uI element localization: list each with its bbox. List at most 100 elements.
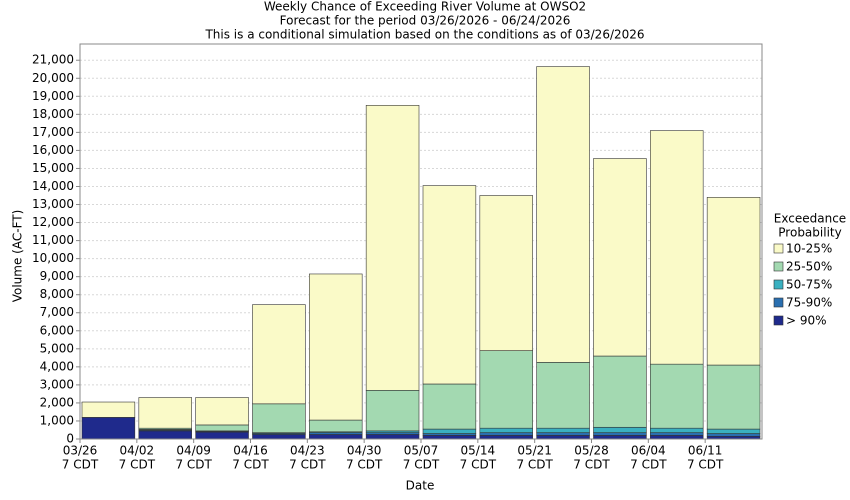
- x-tick-label: 03/26: [63, 444, 98, 458]
- legend-swatch: [773, 261, 784, 272]
- bar-segment: [650, 363, 704, 429]
- bar-segment: [706, 428, 761, 434]
- bar-segment: [650, 432, 704, 436]
- bar-segment: [706, 364, 761, 430]
- legend-title: Exceedance: [774, 212, 846, 226]
- x-axis-label: Date: [406, 479, 435, 493]
- x-tick-sublabel: 7 CDT: [630, 458, 667, 472]
- bar-segment: [309, 419, 363, 433]
- y-tick-label: 18,000: [32, 107, 74, 121]
- x-tick-label: 04/02: [120, 444, 155, 458]
- y-tick-label: 13,000: [32, 197, 74, 211]
- bar-segment: [252, 304, 306, 405]
- y-tick-label: 8,000: [40, 287, 74, 301]
- bar-segment: [252, 403, 306, 433]
- y-tick-label: 15,000: [32, 161, 74, 175]
- bar-segment: [422, 435, 477, 440]
- legend-swatch: [773, 315, 784, 326]
- bar-segment: [252, 434, 306, 440]
- y-tick-label: 16,000: [32, 143, 74, 157]
- y-tick-label: 1,000: [40, 413, 74, 427]
- y-tick-label: 4,000: [40, 359, 74, 373]
- y-tick-label: 20,000: [32, 71, 74, 85]
- x-tick-label: 05/07: [404, 444, 439, 458]
- x-tick-label: 05/28: [574, 444, 609, 458]
- bar-segment: [479, 435, 533, 440]
- x-tick-label: 06/04: [631, 444, 666, 458]
- x-tick-sublabel: 7 CDT: [62, 458, 99, 472]
- x-tick-sublabel: 7 CDT: [346, 458, 383, 472]
- y-tick-label: 21,000: [32, 53, 74, 67]
- y-axis-label: Volume (AC-FT): [11, 210, 25, 303]
- x-tick-sublabel: 7 CDT: [175, 458, 212, 472]
- bar-segment: [479, 195, 533, 351]
- bar-segment: [422, 428, 477, 434]
- bar-segment: [365, 434, 420, 440]
- bar-segment: [479, 350, 533, 429]
- y-tick-label: 7,000: [40, 305, 74, 319]
- legend-label: 10-25%: [786, 242, 832, 256]
- y-tick-label: 2,000: [40, 395, 74, 409]
- bar-segment: [593, 158, 647, 357]
- x-tick-label: 06/11: [688, 444, 723, 458]
- y-tick-label: 12,000: [32, 215, 74, 229]
- bar-segment: [593, 426, 647, 433]
- bar-segment: [195, 397, 249, 426]
- bar-segment: [536, 435, 590, 440]
- bar-segment: [309, 434, 363, 440]
- bar-segment: [479, 432, 533, 436]
- x-tick-sublabel: 7 CDT: [232, 458, 269, 472]
- legend-swatch: [773, 243, 784, 254]
- bar-segment: [81, 417, 136, 440]
- x-tick-label: 05/14: [461, 444, 496, 458]
- x-tick-sublabel: 7 CDT: [403, 458, 440, 472]
- x-tick-sublabel: 7 CDT: [687, 458, 724, 472]
- x-tick-label: 04/23: [290, 444, 325, 458]
- bar-segment: [138, 397, 192, 429]
- legend-label: 75-90%: [786, 296, 832, 310]
- bar-segment: [422, 185, 477, 385]
- y-tick-label: 19,000: [32, 89, 74, 103]
- x-tick-sublabel: 7 CDT: [119, 458, 156, 472]
- bar-segment: [81, 401, 136, 418]
- bar-segment: [706, 433, 761, 437]
- legend-swatch: [773, 279, 784, 290]
- bar-segment: [422, 383, 477, 430]
- bar-segment: [479, 427, 533, 433]
- bar-segment: [536, 432, 590, 436]
- legend-title: Probability: [778, 226, 841, 240]
- x-tick-label: 04/09: [176, 444, 211, 458]
- bar-segment: [536, 362, 590, 429]
- y-tick-label: 10,000: [32, 251, 74, 265]
- chart-subtitle: This is a conditional simulation based o…: [204, 28, 644, 42]
- y-tick-label: 11,000: [32, 233, 74, 247]
- x-tick-label: 05/21: [517, 444, 552, 458]
- legend-label: 50-75%: [786, 278, 832, 292]
- bar-segment: [536, 427, 590, 433]
- bar-segment: [650, 435, 704, 440]
- legend-label: 25-50%: [786, 260, 832, 274]
- y-tick-label: 17,000: [32, 125, 74, 139]
- bar-segment: [593, 432, 647, 436]
- x-tick-label: 04/30: [347, 444, 382, 458]
- y-tick-label: 9,000: [40, 269, 74, 283]
- bar-segment: [706, 197, 761, 366]
- bar-segment: [138, 430, 192, 440]
- bar-segment: [195, 431, 249, 440]
- bar-segment: [365, 105, 420, 391]
- bar-segment: [536, 66, 590, 363]
- chart-title: Weekly Chance of Exceeding River Volume …: [264, 0, 586, 14]
- legend-swatch: [773, 297, 784, 308]
- legend-label: > 90%: [786, 314, 827, 328]
- bar-segment: [650, 130, 704, 365]
- x-tick-sublabel: 7 CDT: [289, 458, 326, 472]
- bar-segment: [365, 390, 420, 432]
- y-tick-label: 0: [66, 432, 74, 446]
- y-tick-label: 3,000: [40, 377, 74, 391]
- x-tick-sublabel: 7 CDT: [516, 458, 553, 472]
- x-tick-sublabel: 7 CDT: [573, 458, 610, 472]
- bar-segment: [195, 424, 249, 432]
- bar-segment: [309, 273, 363, 421]
